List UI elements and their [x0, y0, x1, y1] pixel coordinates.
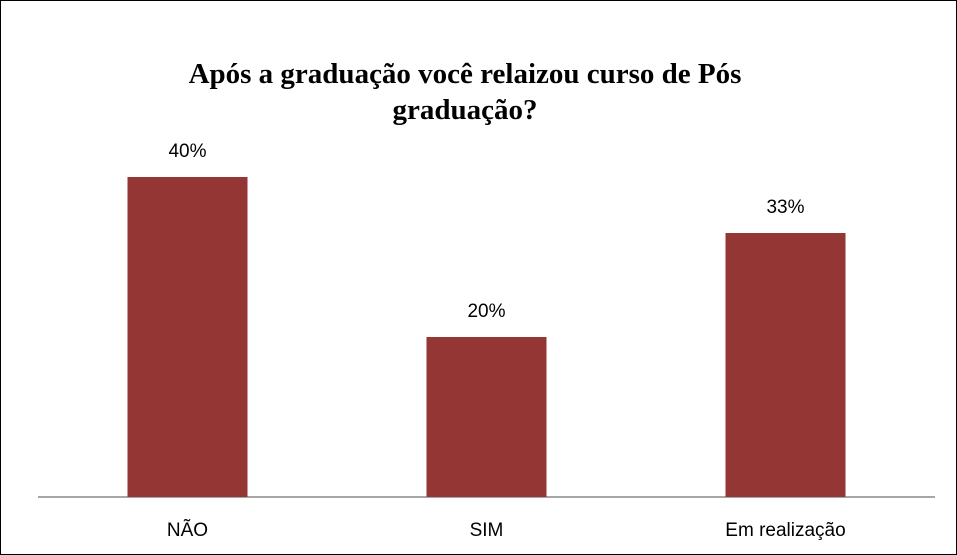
x-tick-label: Em realização [725, 520, 845, 541]
bar [426, 337, 547, 497]
bar [725, 233, 846, 497]
x-tick-label: SIM [470, 520, 504, 541]
value-label: 40% [168, 141, 206, 162]
chart-title: Após a graduação você relaizou curso de … [188, 58, 742, 126]
value-label: 33% [766, 197, 804, 218]
x-tick-label: NÃO [167, 519, 208, 541]
bar [127, 177, 248, 497]
value-label: 20% [467, 301, 505, 322]
